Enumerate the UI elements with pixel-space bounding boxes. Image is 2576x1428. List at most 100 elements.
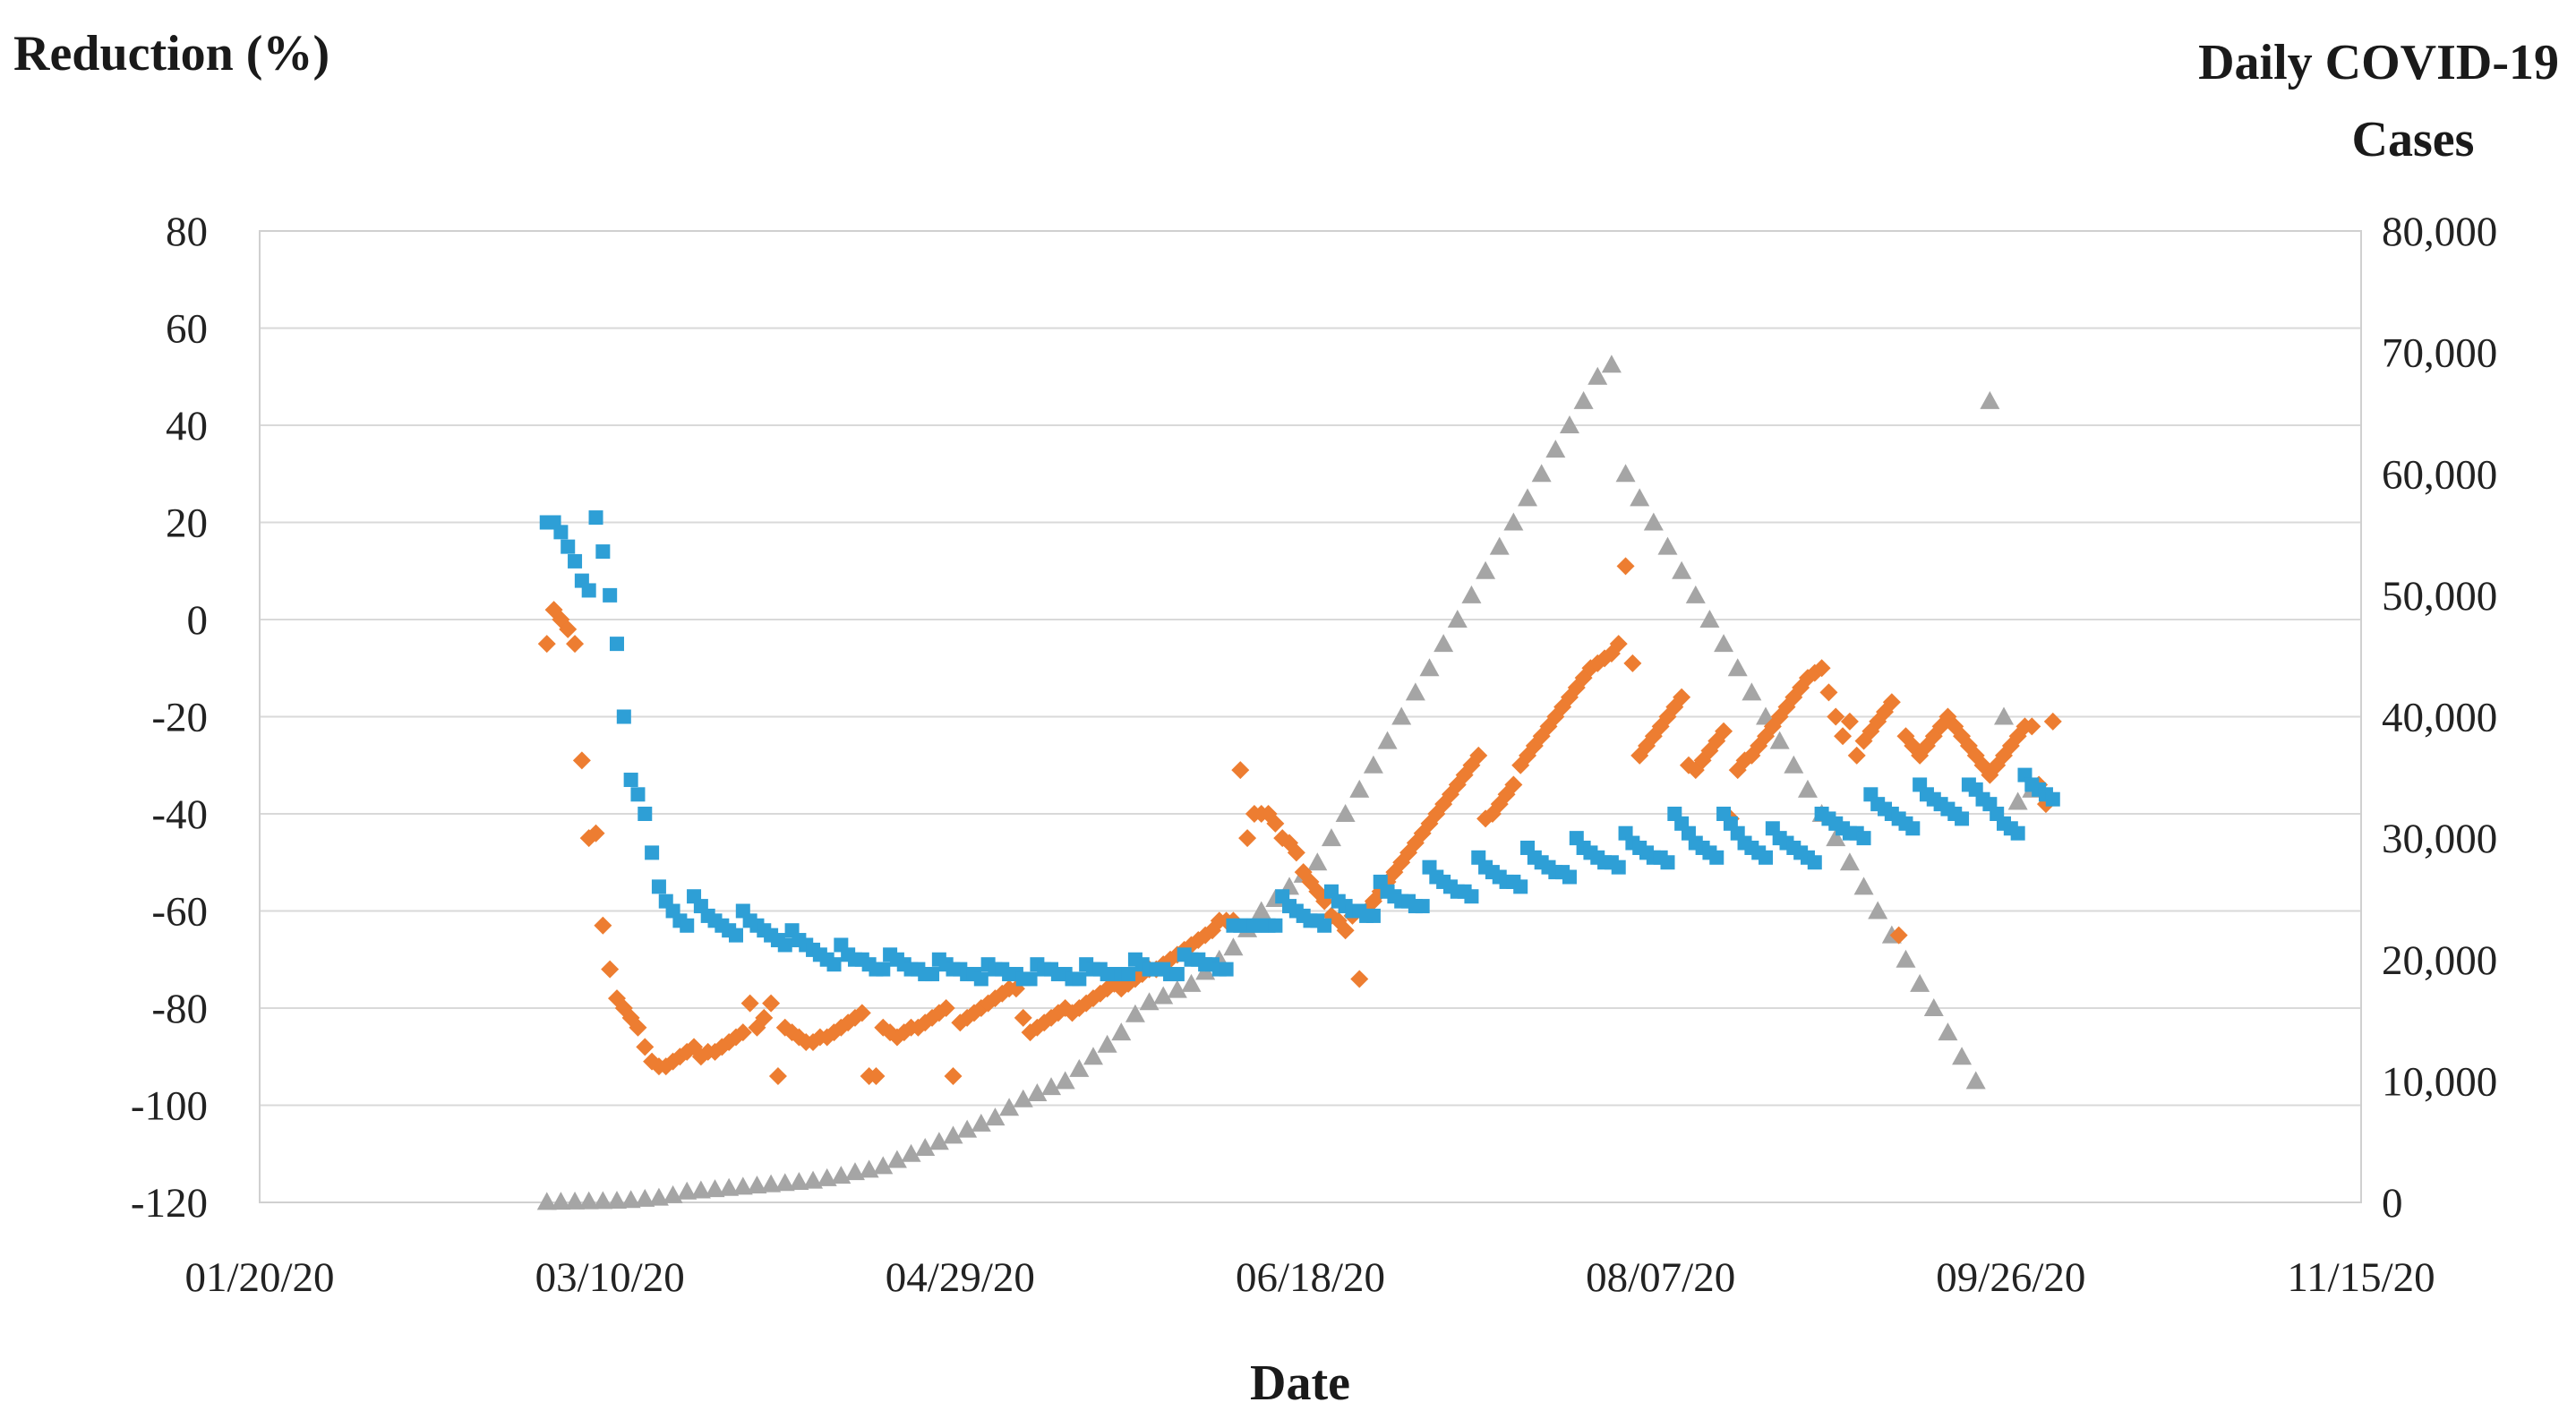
right-tick-label: 20,000 bbox=[2382, 937, 2497, 984]
data-point bbox=[1251, 901, 1271, 919]
data-point bbox=[1856, 831, 1871, 846]
data-point bbox=[1153, 986, 1174, 1005]
data-point bbox=[1807, 855, 1822, 870]
data-point bbox=[1415, 899, 1430, 914]
data-point bbox=[1111, 1022, 1132, 1041]
data-point bbox=[594, 916, 612, 935]
x-tick-label: 04/29/20 bbox=[886, 1254, 1035, 1301]
data-point bbox=[803, 1170, 824, 1189]
data-point bbox=[1905, 821, 1921, 836]
data-point bbox=[944, 1066, 963, 1085]
data-point bbox=[2045, 791, 2060, 807]
data-point bbox=[537, 635, 556, 654]
data-point bbox=[1023, 971, 1038, 987]
data-point bbox=[973, 971, 988, 987]
data-point bbox=[1461, 585, 1482, 603]
right-axis-title-line2: Cases bbox=[2352, 112, 2475, 167]
data-point bbox=[1673, 688, 1691, 706]
data-point bbox=[1013, 1089, 1033, 1107]
data-point bbox=[588, 510, 603, 526]
data-point bbox=[648, 1187, 669, 1206]
x-tick-label: 11/15/20 bbox=[2287, 1254, 2435, 1301]
data-point bbox=[1322, 906, 1340, 925]
data-point bbox=[2043, 712, 2062, 731]
data-point bbox=[1657, 536, 1678, 555]
data-point bbox=[1349, 779, 1370, 798]
data-point bbox=[775, 1173, 795, 1192]
data-point bbox=[1097, 1034, 1117, 1053]
left-tick-label: 20 bbox=[166, 500, 208, 547]
right-axis-ticks: 80,000 70,000 60,000 50,000 40,000 30,000 20,0… bbox=[2382, 209, 2497, 1227]
data-point bbox=[1630, 488, 1650, 507]
data-point bbox=[985, 1107, 1006, 1126]
data-point bbox=[852, 1004, 871, 1022]
data-point bbox=[999, 1098, 1020, 1116]
data-point bbox=[635, 1188, 655, 1207]
data-point bbox=[1660, 855, 1675, 870]
data-point bbox=[1321, 828, 1341, 847]
data-point bbox=[629, 1018, 647, 1037]
data-point bbox=[572, 751, 591, 770]
data-point bbox=[677, 1181, 697, 1200]
data-point bbox=[747, 1176, 767, 1194]
data-point bbox=[2007, 791, 2028, 810]
data-point bbox=[929, 1132, 949, 1150]
data-point bbox=[578, 1191, 599, 1210]
data-point bbox=[1503, 512, 1524, 531]
data-point bbox=[566, 635, 585, 654]
data-point bbox=[1365, 908, 1381, 923]
left-tick-label: 60 bbox=[166, 306, 208, 353]
data-point bbox=[561, 539, 576, 554]
data-point bbox=[925, 967, 940, 982]
data-point bbox=[565, 1191, 586, 1210]
data-point bbox=[1350, 970, 1369, 988]
data-point bbox=[1559, 415, 1579, 433]
left-tick-label: -60 bbox=[151, 889, 208, 936]
data-point bbox=[867, 1066, 886, 1085]
data-point bbox=[1847, 746, 1866, 765]
data-point bbox=[1083, 1047, 1103, 1065]
data-point bbox=[1531, 464, 1552, 483]
x-tick-label: 06/18/20 bbox=[1236, 1254, 1385, 1301]
data-point bbox=[609, 637, 624, 652]
data-point bbox=[1980, 390, 2000, 409]
data-point bbox=[1615, 464, 1636, 483]
data-point bbox=[1464, 889, 1479, 904]
data-point bbox=[1268, 918, 1283, 933]
data-point bbox=[551, 1192, 571, 1210]
data-point bbox=[620, 1190, 641, 1209]
data-point bbox=[1513, 879, 1528, 894]
data-point bbox=[1672, 560, 1692, 579]
data-point bbox=[1616, 557, 1635, 576]
data-point bbox=[1167, 979, 1187, 998]
left-axis-ticks: 80 60 40 20 0 -20 -40 -60 -80 -100 -120 bbox=[131, 209, 208, 1227]
data-point bbox=[1588, 366, 1608, 385]
data-point bbox=[1518, 488, 1538, 507]
right-tick-label: 30,000 bbox=[2382, 816, 2497, 862]
data-point bbox=[1611, 859, 1626, 875]
data-point bbox=[1069, 1058, 1090, 1077]
data-point bbox=[595, 544, 611, 560]
data-point bbox=[844, 1162, 865, 1181]
data-point bbox=[1014, 1008, 1032, 1027]
left-tick-label: 40 bbox=[166, 403, 208, 449]
data-point bbox=[1685, 585, 1706, 603]
data-point bbox=[732, 1176, 753, 1195]
data-point bbox=[873, 1156, 894, 1175]
data-point bbox=[1834, 727, 1853, 746]
data-point bbox=[536, 1192, 557, 1210]
data-point bbox=[1363, 755, 1383, 774]
data-point bbox=[636, 1038, 655, 1056]
data-point bbox=[943, 1125, 963, 1144]
data-point bbox=[1965, 1071, 1986, 1090]
left-tick-label: -20 bbox=[151, 695, 208, 741]
data-point bbox=[761, 1174, 782, 1193]
data-point bbox=[1882, 693, 1901, 712]
data-point bbox=[915, 1137, 936, 1156]
data-point bbox=[886, 1150, 907, 1168]
data-point bbox=[1405, 682, 1425, 701]
data-point bbox=[733, 1023, 752, 1042]
data-point bbox=[1839, 852, 1860, 871]
data-point bbox=[1223, 937, 1244, 956]
